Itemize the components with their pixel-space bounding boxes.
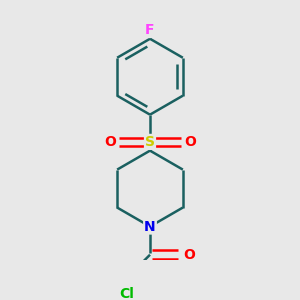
Text: O: O bbox=[183, 248, 195, 262]
Text: N: N bbox=[144, 220, 156, 233]
Text: S: S bbox=[145, 135, 155, 149]
Text: O: O bbox=[184, 135, 196, 149]
Text: Cl: Cl bbox=[119, 286, 134, 300]
Text: F: F bbox=[145, 23, 155, 37]
Text: O: O bbox=[104, 135, 116, 149]
